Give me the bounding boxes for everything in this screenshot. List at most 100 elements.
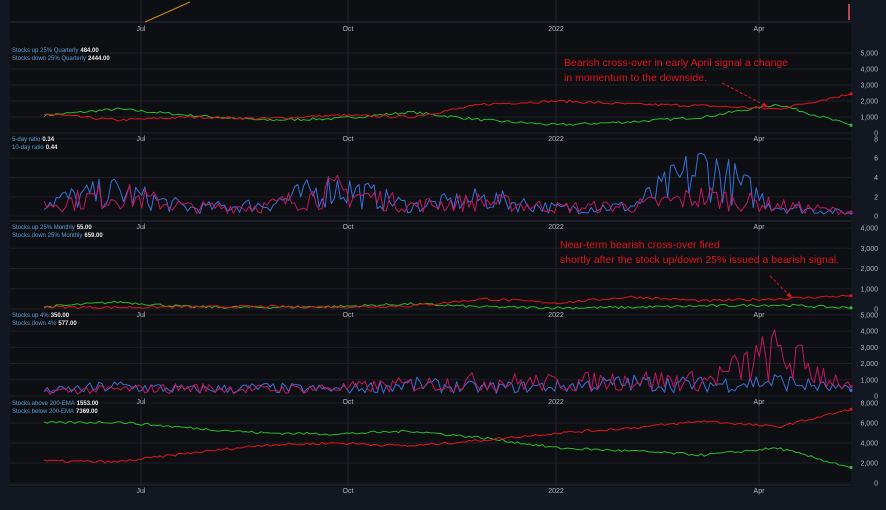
annotation-line: shortly after the stock up/down 25% issu… (560, 254, 839, 266)
legend-item: Stocks down 4% 577.00 (12, 320, 77, 328)
x-tick-label: Jul (137, 399, 146, 406)
x-tick-label: 2022 (548, 224, 564, 231)
legend-value: 1553.00 (76, 401, 99, 407)
legend-value: 0.34 (42, 137, 55, 143)
series-last-point (849, 210, 853, 214)
legend-value: 55.00 (76, 225, 92, 231)
x-tick-label: Apr (754, 136, 766, 143)
legend-q25: Stocks up 25% Quarterly 484.00 Stocks dow… (12, 47, 110, 63)
legend-item: 5-day ratio 0.34 (12, 136, 57, 144)
x-tick-label: Apr (754, 224, 766, 231)
legend-item: 10-day ratio 0.44 (12, 144, 57, 152)
legend-value: 2444.00 (88, 56, 110, 62)
legend-name: Stocks down 4% (12, 321, 57, 327)
annotation-arrow-1-head (762, 102, 768, 107)
y-tick-label: 4,000 (860, 441, 878, 448)
y-tick-label: 0 (874, 394, 878, 401)
y-tick-label: 8,000 (860, 401, 878, 408)
legend-value: 0.44 (45, 145, 58, 151)
legend-name: Stocks up 25% Monthly (12, 225, 75, 231)
legend-value: 350.00 (50, 313, 70, 319)
y-tick-label: 2,000 (860, 99, 878, 106)
y-tick-label: 6 (874, 156, 878, 163)
series-line (43, 294, 852, 309)
y-tick-label: 0 (874, 131, 878, 138)
series-last-point (849, 385, 853, 389)
series-line (43, 300, 852, 310)
series-line (43, 174, 852, 216)
x-tick-label: 2022 (548, 312, 564, 319)
x-tick-label: Apr (754, 488, 766, 495)
y-tick-label: 1,000 (860, 115, 878, 122)
legend-d4: Stocks up 4% 350.00 Stocks down 4% 577.00 (12, 312, 77, 328)
series-line (43, 329, 852, 395)
series-last-point (849, 306, 853, 310)
legend-value: 577.00 (58, 321, 77, 327)
series-last-point (849, 294, 853, 298)
series-last-point (849, 123, 853, 127)
x-tick-label: Jul (137, 312, 146, 319)
legend-name: Stocks up 25% Quarterly (12, 48, 79, 54)
x-tick-label: Apr (754, 26, 766, 33)
y-tick-label: 0 (874, 481, 878, 488)
legend-item: Stocks down 25% Quarterly 2444.00 (12, 55, 110, 63)
y-tick-label: 1,000 (860, 286, 878, 293)
y-tick-label: 0 (874, 214, 878, 221)
x-tick-label: 2022 (548, 136, 564, 143)
legend-name: Stocks above 200-EMA (12, 401, 75, 407)
series-line (43, 93, 852, 122)
legend-item: Stocks above 200-EMA 1553.00 (12, 400, 98, 408)
legend-item: Stocks below 200-EMA 7369.00 (12, 408, 98, 416)
y-tick-label: 2 (874, 194, 878, 201)
y-tick-label: 4,000 (860, 329, 878, 336)
legend-name: 5-day ratio (12, 137, 41, 143)
y-tick-label: 2,000 (860, 266, 878, 273)
annotation-line: Bearish cross-over in early April signal… (564, 57, 789, 69)
series-line (43, 420, 852, 468)
legend-name: 10-day ratio (12, 145, 44, 151)
annotation-bearish-crossover: Bearish cross-over in early April signal… (564, 56, 788, 86)
series-last-point (849, 92, 853, 96)
x-tick-label: Oct (343, 26, 354, 33)
x-tick-label: Apr (754, 399, 766, 406)
x-tick-label: Oct (343, 312, 354, 319)
legend-ratio: 5-day ratio 0.34 10-day ratio 0.44 (12, 136, 57, 152)
x-tick-label: Oct (343, 399, 354, 406)
y-tick-label: 3,000 (860, 345, 878, 352)
y-tick-label: 5,000 (860, 312, 878, 319)
y-tick-label: 5,000 (860, 51, 878, 58)
x-tick-label: Jul (137, 488, 146, 495)
legend-item: Stocks down 25% Monthly 659.00 (12, 232, 103, 240)
annotation-near-term-crossover: Near-term bearish cross-over fired short… (560, 238, 839, 268)
x-tick-label: Oct (343, 224, 354, 231)
x-tick-label: Oct (343, 488, 354, 495)
annotation-line: Near-term bearish cross-over fired (560, 239, 720, 251)
legend-item: Stocks up 25% Quarterly 484.00 (12, 47, 110, 55)
plot-background (10, 0, 851, 487)
legend-name: Stocks below 200-EMA (12, 409, 75, 415)
x-tick-label: 2022 (548, 26, 564, 33)
top-pane-line (144, 1, 191, 23)
legend-name: Stocks down 25% Quarterly (12, 56, 87, 62)
y-tick-label: 6,000 (860, 421, 878, 428)
series-last-point (849, 407, 853, 411)
series-last-point (849, 465, 853, 470)
x-tick-label: Jul (137, 26, 146, 33)
y-tick-label: 0 (874, 307, 878, 314)
x-tick-label: 2022 (548, 488, 564, 495)
y-tick-label: 2,000 (860, 461, 878, 468)
annotation-arrow-1 (721, 82, 769, 108)
legend-value: 7369.00 (76, 409, 98, 415)
series-line (43, 104, 852, 126)
annotation-arrow-2-head (786, 292, 792, 298)
legend-item: Stocks up 25% Monthly 55.00 (12, 224, 103, 232)
y-tick-label: 4 (874, 175, 878, 182)
series-last-point (849, 388, 853, 392)
legend-m25: Stocks up 25% Monthly 55.00 Stocks down 2… (12, 224, 103, 240)
y-tick-label: 3,000 (860, 246, 878, 253)
legend-ema: Stocks above 200-EMA 1553.00 Stocks below… (12, 400, 98, 416)
series-line (43, 408, 852, 464)
y-tick-label: 4,000 (860, 67, 878, 74)
